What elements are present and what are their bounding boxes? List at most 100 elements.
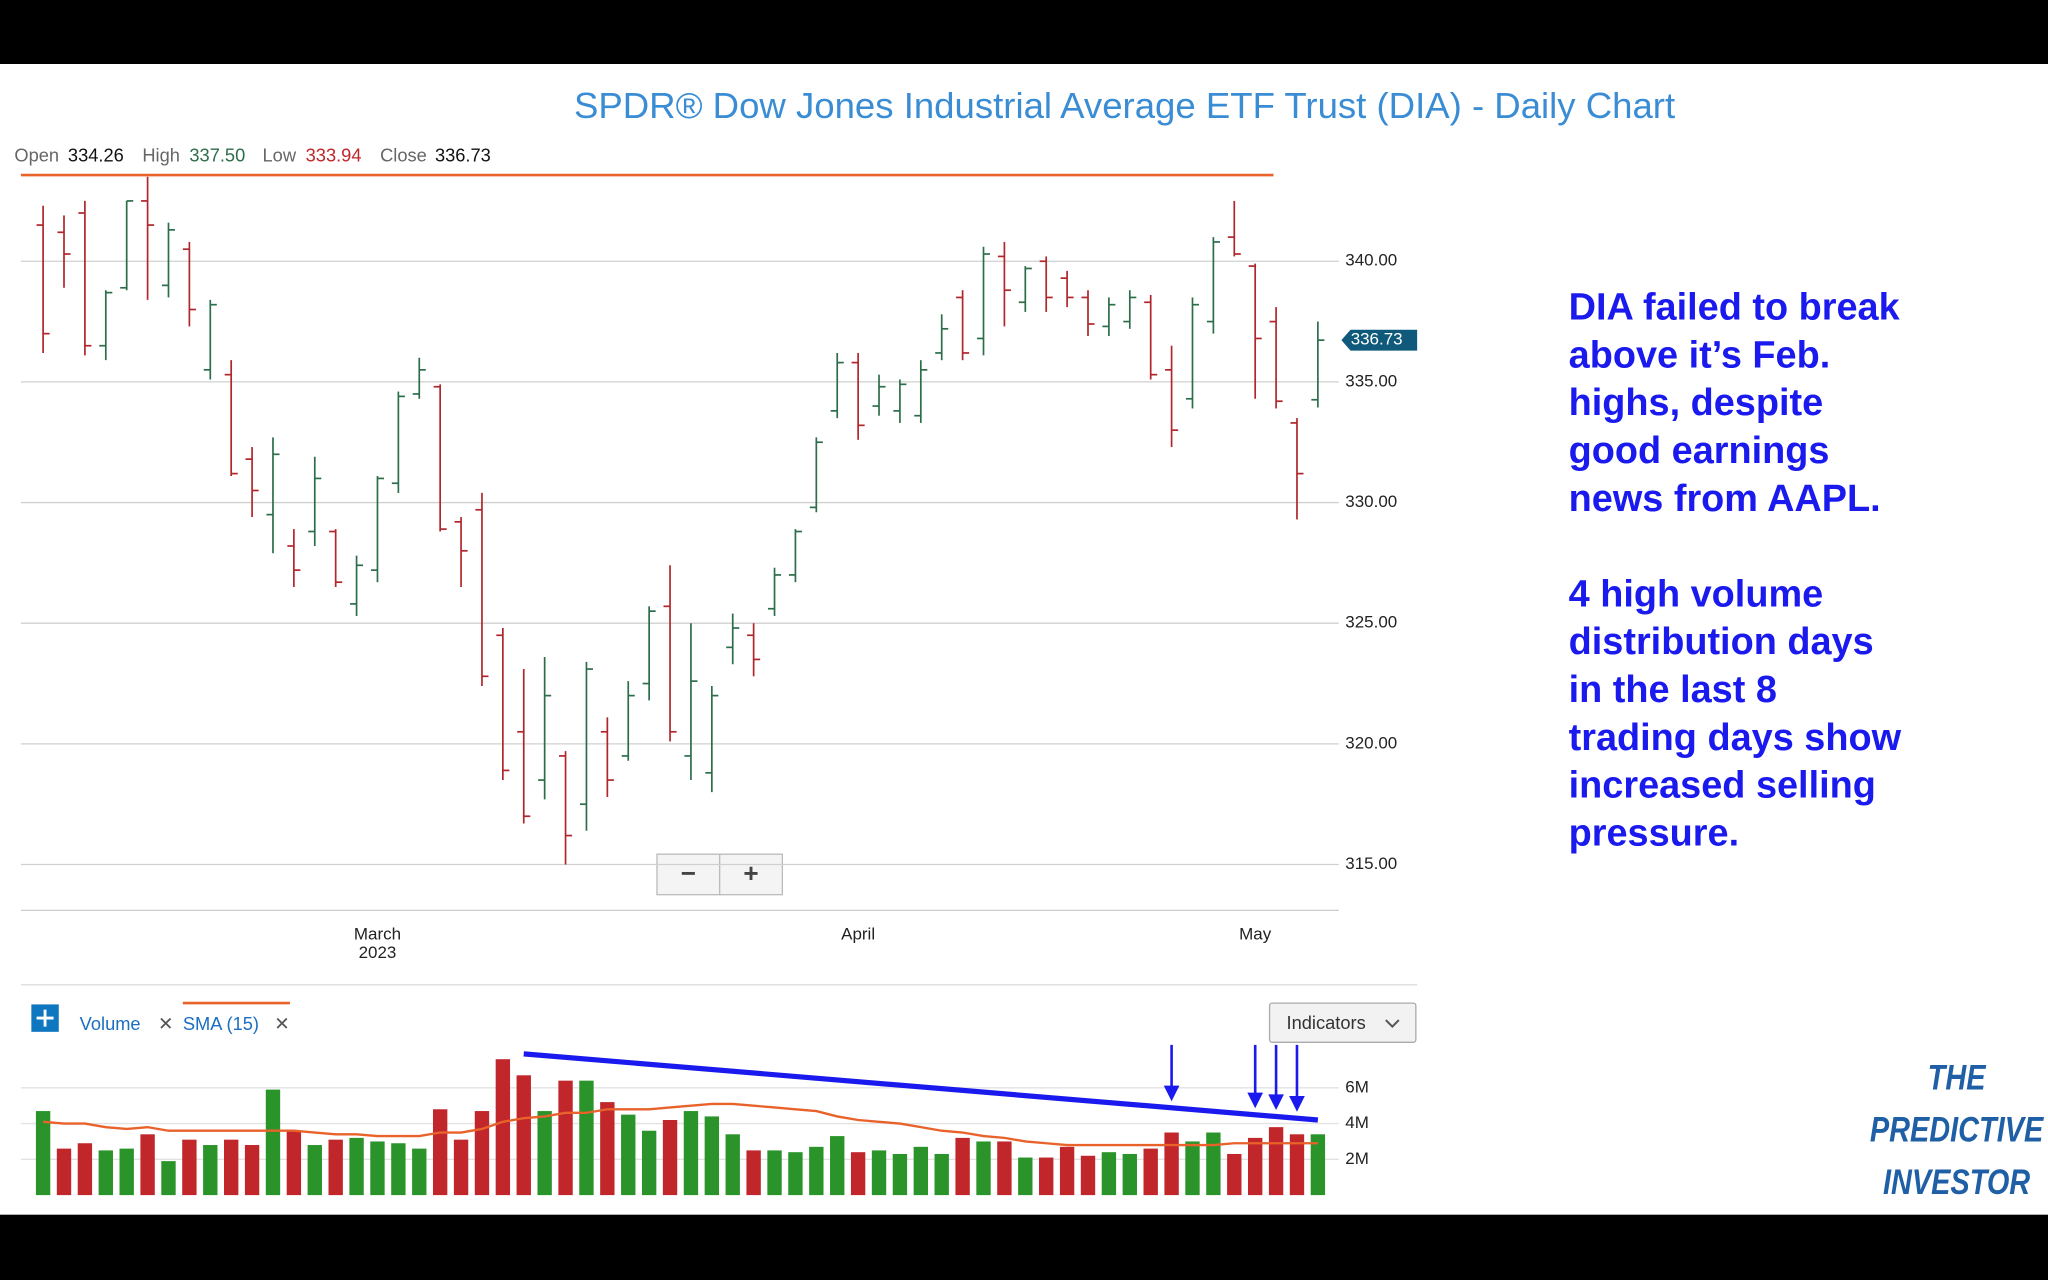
- logo-line: INVESTOR: [1883, 1162, 2031, 1201]
- annotation-line: good earnings: [1569, 430, 1830, 472]
- volume-bar: [1143, 1148, 1158, 1196]
- bottom-band: [0, 1214, 2048, 1280]
- ohlc-label: Low: [263, 145, 297, 166]
- volume-bar: [432, 1109, 448, 1196]
- volume-bar: [495, 1059, 511, 1196]
- annotation-line: distribution days: [1569, 621, 1874, 663]
- ohlc-label: Open: [14, 145, 59, 166]
- volume-bar: [1206, 1132, 1221, 1196]
- volume-bar: [244, 1145, 260, 1196]
- arrow-head: [1163, 1085, 1180, 1102]
- y-tick-label: 320.00: [1345, 733, 1397, 752]
- indicators-label[interactable]: Indicators: [1287, 1012, 1366, 1033]
- volume-bar: [830, 1136, 845, 1196]
- volume-bar: [913, 1146, 928, 1196]
- volume-bar: [1248, 1137, 1263, 1196]
- volume-bar: [976, 1141, 991, 1196]
- x-tick-label: May: [1239, 925, 1272, 944]
- volume-bar: [474, 1111, 490, 1196]
- volume-bar: [871, 1150, 887, 1196]
- ohlc-value: 337.50: [189, 145, 245, 166]
- zoom-out-label[interactable]: −: [681, 858, 696, 888]
- volume-bar: [307, 1145, 322, 1196]
- volume-bar: [453, 1139, 469, 1196]
- annotation-line: 4 high volume: [1569, 573, 1824, 615]
- ohlc-value: 336.73: [435, 145, 491, 166]
- volume-bar: [1018, 1157, 1033, 1196]
- volume-bar: [1164, 1132, 1179, 1196]
- chart-title: SPDR® Dow Jones Industrial Average ETF T…: [574, 85, 1675, 126]
- y-tick-label: 315.00: [1345, 854, 1397, 873]
- volume-bar: [1289, 1134, 1305, 1196]
- y-tick-label: 335.00: [1345, 371, 1397, 390]
- volume-bar: [809, 1146, 824, 1196]
- legend-sma: SMA (15): [183, 1013, 259, 1034]
- volume-bar: [788, 1152, 803, 1196]
- x-tick-label: March: [354, 925, 401, 944]
- volume-bar: [579, 1080, 594, 1196]
- volume-bar: [955, 1137, 970, 1196]
- arrow-head: [1289, 1096, 1305, 1112]
- volume-bar: [516, 1075, 531, 1196]
- volume-bar: [1080, 1155, 1096, 1196]
- volume-bar: [850, 1152, 866, 1196]
- zoom-in-label[interactable]: +: [743, 858, 758, 888]
- volume-bar: [892, 1153, 908, 1196]
- annotation-line: in the last 8: [1569, 669, 1777, 711]
- ohlc-label: Close: [380, 145, 427, 166]
- x-tick-sublabel: 2023: [359, 943, 397, 962]
- volume-bar: [370, 1141, 385, 1196]
- volume-bar: [56, 1148, 72, 1196]
- annotation-line: DIA failed to break: [1569, 287, 1901, 329]
- volume-bar: [600, 1102, 615, 1196]
- x-tick-label: April: [841, 925, 875, 944]
- volume-bar: [203, 1145, 218, 1196]
- volume-bar: [683, 1111, 699, 1196]
- volume-bar: [98, 1150, 113, 1196]
- annotation-line: increased selling: [1569, 765, 1876, 807]
- volume-bar: [725, 1134, 740, 1196]
- ohlc-value: 333.94: [306, 145, 362, 166]
- remove-sma[interactable]: ✕: [274, 1013, 289, 1034]
- volume-bar: [1268, 1127, 1284, 1196]
- y-tick-label: 6M: [1345, 1077, 1369, 1096]
- volume-bar: [140, 1134, 155, 1196]
- sma-line: [43, 1102, 1318, 1147]
- top-band: [0, 0, 2048, 64]
- volume-bar: [77, 1143, 93, 1196]
- remove-volume[interactable]: ✕: [158, 1013, 173, 1034]
- logo-line: PREDICTIVE: [1870, 1110, 2045, 1149]
- volume-bar: [621, 1114, 636, 1196]
- trend-line: [523, 1051, 1319, 1123]
- add-icon: [36, 1009, 54, 1027]
- volume-bar: [224, 1139, 239, 1196]
- y-tick-label: 330.00: [1345, 492, 1397, 511]
- volume-bar: [704, 1116, 720, 1196]
- volume-bar: [286, 1130, 302, 1196]
- y-tick-label: 325.00: [1345, 613, 1397, 632]
- volume-bar: [767, 1150, 782, 1196]
- zoom-controls[interactable]: − +: [656, 853, 784, 896]
- volume-bar: [746, 1150, 761, 1196]
- volume-bar: [349, 1137, 364, 1196]
- volume-bar: [537, 1111, 552, 1196]
- volume-bar: [391, 1143, 406, 1196]
- volume-bar: [119, 1148, 134, 1196]
- y-tick-label: 340.00: [1345, 251, 1397, 270]
- volume-bar: [1122, 1153, 1137, 1196]
- volume-bar: [265, 1089, 281, 1196]
- volume-bar: [997, 1141, 1012, 1196]
- volume-bar: [1101, 1152, 1117, 1196]
- zoom-in-button[interactable]: [719, 853, 784, 896]
- volume-bar: [558, 1080, 573, 1196]
- volume-bar: [412, 1148, 427, 1196]
- arrow-head: [1247, 1092, 1264, 1109]
- y-tick-label: 2M: [1345, 1149, 1369, 1168]
- annotation-line: news from AAPL.: [1569, 478, 1881, 520]
- ohlc-label: High: [142, 145, 180, 166]
- indicators-button[interactable]: [1268, 1002, 1417, 1043]
- chevron: [1385, 1019, 1400, 1028]
- last-price-label: 336.73: [1351, 330, 1403, 349]
- annotation-line: trading days show: [1569, 717, 1902, 759]
